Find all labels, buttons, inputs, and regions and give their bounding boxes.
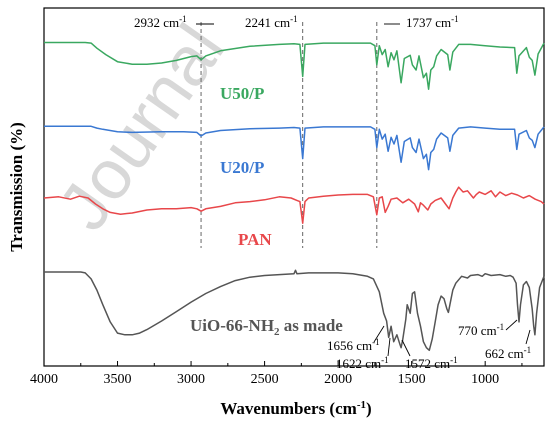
series-label-u50p: U50/P: [220, 84, 264, 103]
annotation-2932-sup: -1: [179, 14, 187, 24]
annotation-770-text: 770 cm: [458, 323, 497, 338]
x-tick-label-2500: 2500: [251, 372, 279, 387]
arrow-1656: [373, 325, 385, 343]
annotation-2241: 2241 cm-1: [245, 14, 298, 30]
series-label-uio: UiO-66-NH2 as made: [190, 316, 343, 338]
series-label-pan: PAN: [238, 230, 272, 249]
annotation-2241-text: 2241 cm: [245, 15, 290, 30]
series-line-1: [44, 41, 545, 90]
series-line-3: [43, 186, 545, 224]
series-label-u20p: U20/P: [220, 158, 264, 177]
annotation-1737-sup: -1: [451, 14, 459, 24]
x-axis-title-sup: -1: [357, 399, 366, 411]
arrow-1622: [387, 337, 391, 357]
plot-frame: [43, 7, 545, 367]
x-tick-label-1500: 1500: [398, 372, 426, 387]
annotation-1656: 1656 cm-1: [327, 337, 380, 353]
annotation-arrows: [196, 23, 531, 357]
x-tick-label-1000: 1000: [471, 372, 499, 387]
annotation-2241-sup: -1: [290, 14, 298, 24]
annotation-1656-text: 1656 cm: [327, 338, 372, 353]
series-line-2: [44, 125, 545, 171]
x-tick-label-2000: 2000: [324, 372, 352, 387]
x-tick-label-4000: 4000: [30, 372, 58, 387]
annotation-1622-text: 1622 cm: [336, 356, 381, 371]
annotation-662-sup: -1: [524, 345, 532, 355]
x-tick-label-3000: 3000: [177, 372, 205, 387]
y-axis-title: Transmission (%): [7, 122, 26, 252]
annotation-1737-text: 1737 cm: [406, 15, 451, 30]
series-label-uio-sub: 2: [274, 326, 280, 338]
x-axis-title: Wavenumbers (cm-1): [220, 399, 371, 418]
annotation-770-sup: -1: [497, 322, 505, 332]
annotation-1622-sup: -1: [381, 355, 389, 365]
annotation-1572: 1572 cm-1: [405, 355, 458, 371]
annotation-662-text: 662 cm: [485, 346, 524, 361]
arrow-662: [525, 329, 531, 345]
x-axis-title-main: Wavenumbers (cm: [220, 399, 356, 418]
annotation-2932: 2932 cm-1: [134, 14, 187, 30]
annotation-1622: 1622 cm-1: [336, 355, 389, 371]
arrow-1572: [401, 339, 411, 357]
x-axis-ticks: 4000 3500 3000 2500 2000 1500 1000: [30, 361, 523, 387]
annotation-1572-sup: -1: [450, 355, 458, 365]
annotation-770: 770 cm-1: [458, 322, 504, 338]
annotation-2932-text: 2932 cm: [134, 15, 179, 30]
series-group: [43, 41, 545, 352]
annotation-1656-sup: -1: [372, 337, 380, 347]
annotation-1737: 1737 cm-1: [406, 14, 459, 30]
x-axis-title-end: ): [366, 399, 372, 418]
annotation-662: 662 cm-1: [485, 345, 531, 361]
x-tick-label-3500: 3500: [104, 372, 132, 387]
annotation-1572-text: 1572 cm: [405, 356, 450, 371]
arrow-770: [505, 319, 518, 331]
series-label-uio-rest: as made: [280, 316, 344, 335]
series-line-4: [44, 269, 545, 352]
series-label-uio-main: UiO-66-NH: [190, 316, 274, 335]
